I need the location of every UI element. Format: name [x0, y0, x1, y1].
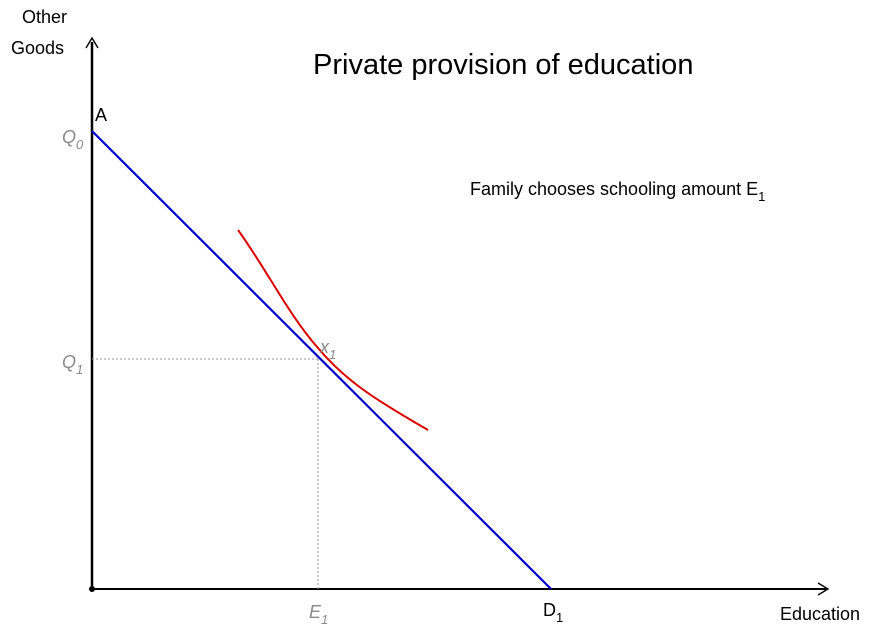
point-a-label: A [95, 105, 107, 125]
x1-label: x1 [319, 337, 336, 362]
e1-label: E1 [309, 602, 328, 627]
origin-dot [89, 586, 95, 592]
y-axis-arrow-icon [85, 36, 99, 49]
budget-line [91, 130, 552, 590]
annotation-text: Family chooses schooling amount E1 [470, 179, 765, 204]
y-axis-label-line2: Goods [11, 38, 64, 58]
q1-label: Q1 [62, 352, 83, 377]
x-axis-arrow-icon [817, 582, 830, 596]
d1-label: D1 [543, 600, 563, 625]
x-axis-label: Education [780, 604, 860, 624]
indifference-curve [237, 229, 429, 431]
y-axis-label-line1: Other [22, 7, 67, 27]
diagram-title: Private provision of education [313, 49, 693, 81]
q0-label: Q0 [62, 127, 84, 152]
